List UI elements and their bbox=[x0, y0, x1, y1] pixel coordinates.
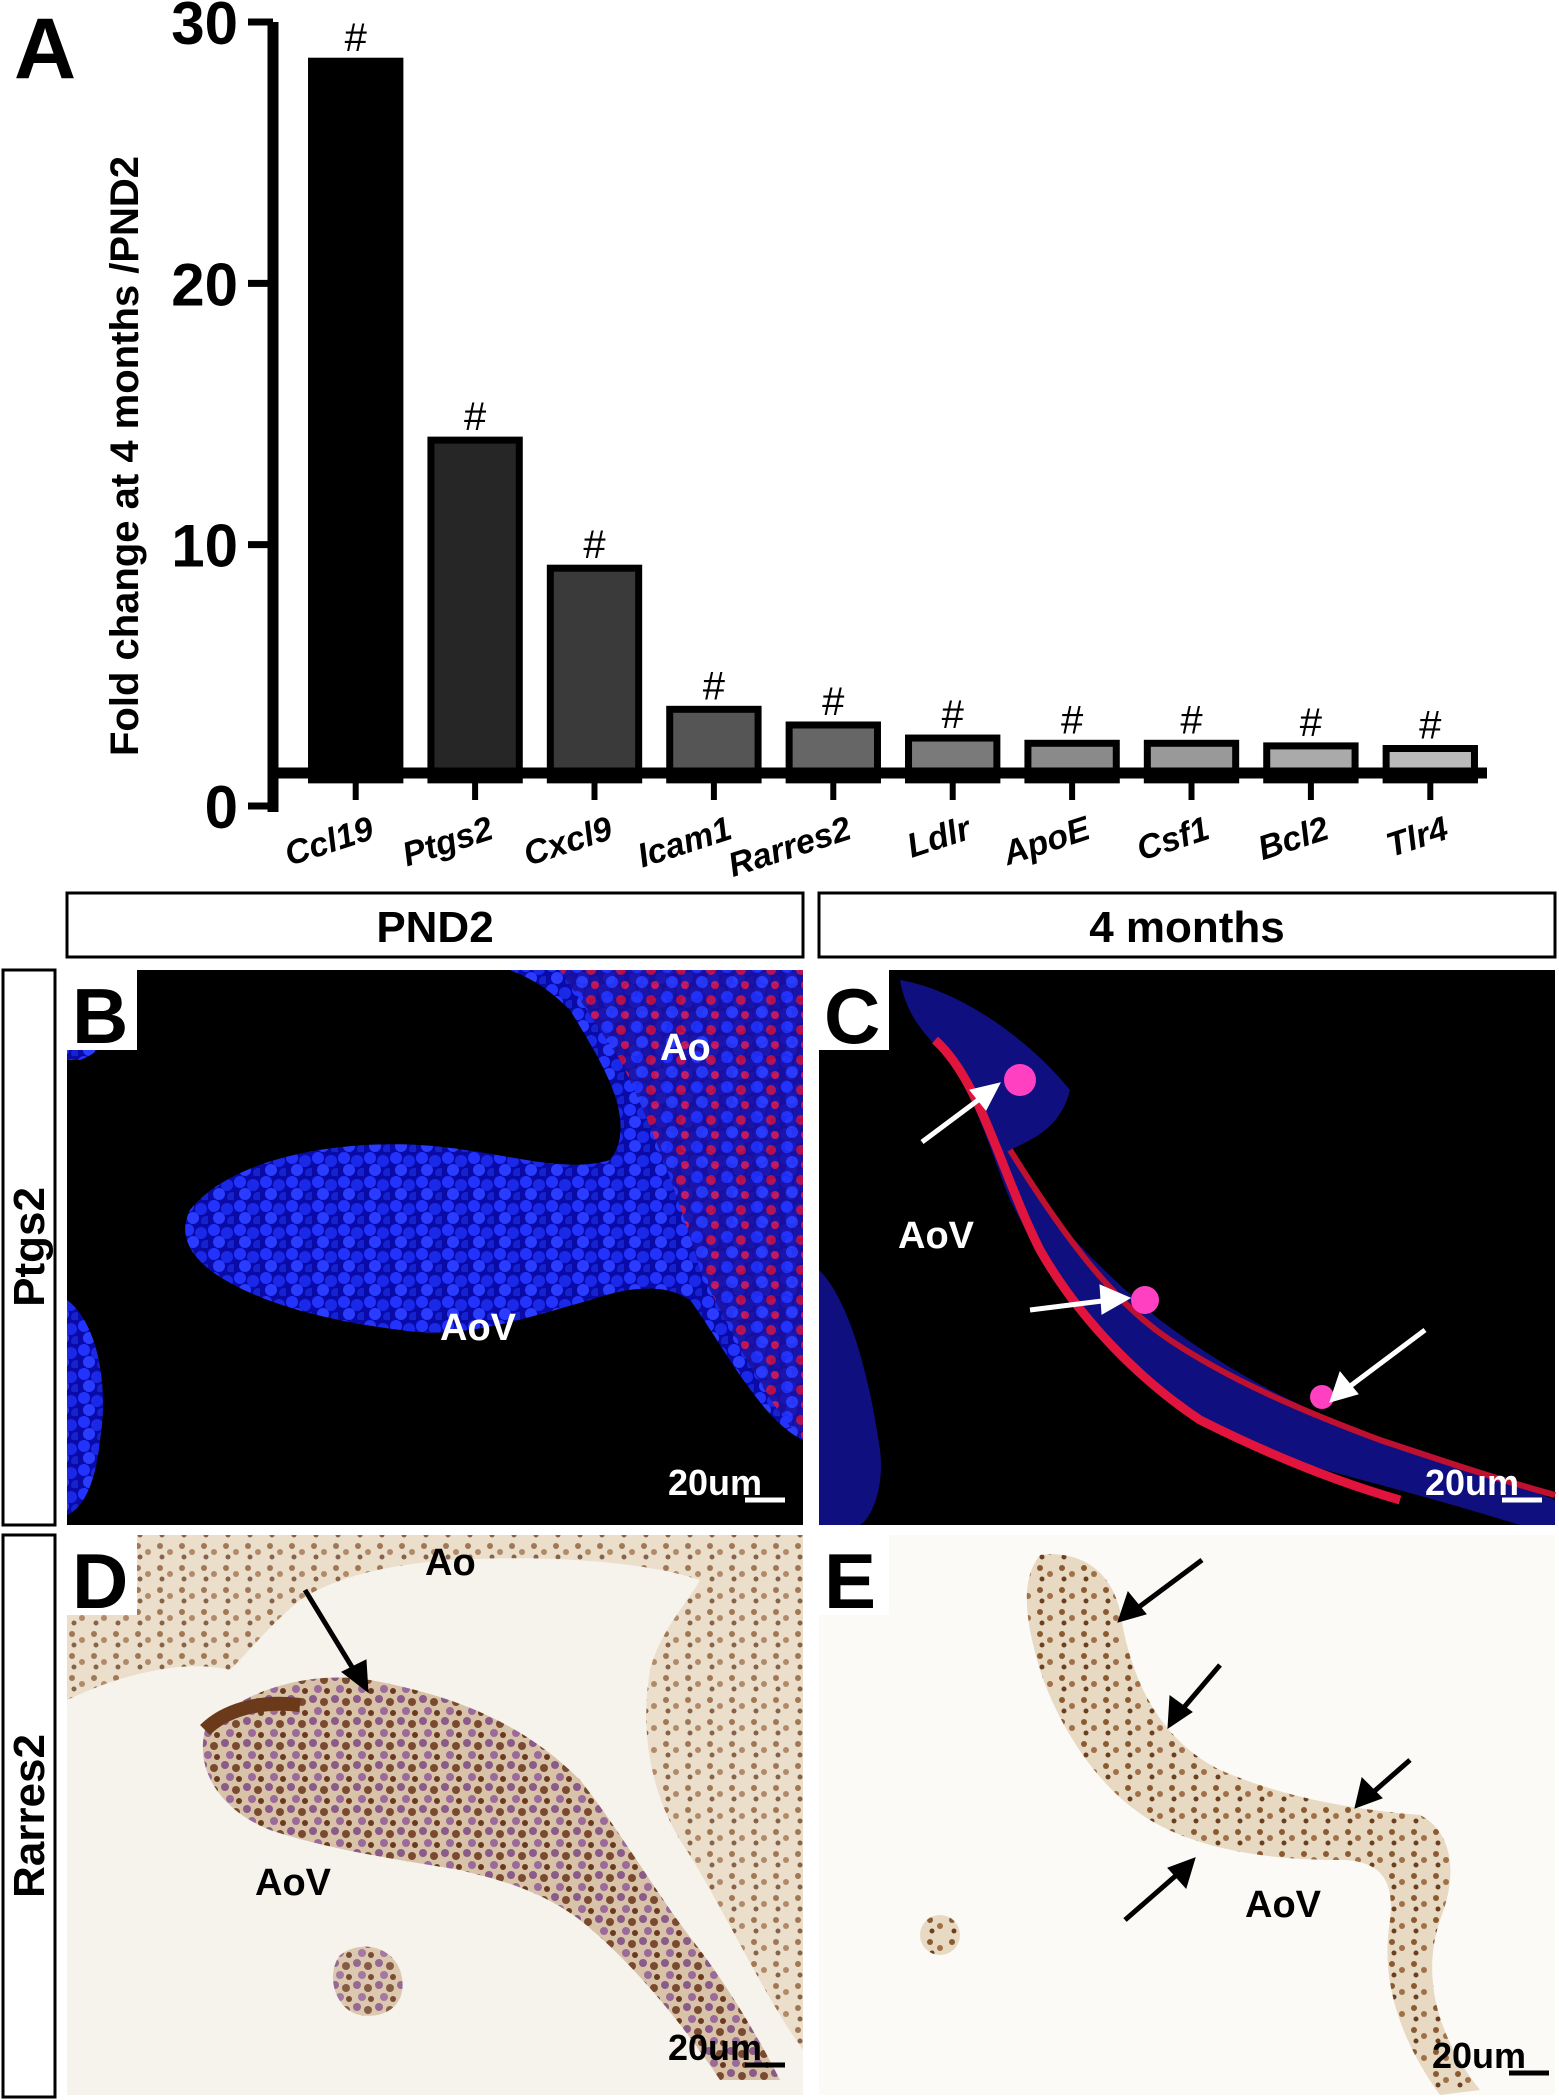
bar-ccl19 bbox=[308, 57, 404, 784]
bar-annotation: # bbox=[1061, 698, 1084, 742]
micrograph-d-label-aov: AoV bbox=[255, 1862, 332, 1904]
bar-annotation: # bbox=[583, 523, 606, 567]
bar-annotation: # bbox=[345, 16, 368, 60]
y-tick-label: 0 bbox=[205, 774, 238, 841]
micrograph-e-arrows bbox=[1117, 1557, 1412, 1922]
bar-ptgs2 bbox=[427, 436, 523, 784]
bar-chart: A Fold change at 4 months /PND2 0102030 … bbox=[14, 0, 1487, 885]
x-tick-label: Ldlr bbox=[902, 809, 976, 866]
x-tick-label: Csf1 bbox=[1132, 809, 1214, 868]
bar-annotation: # bbox=[942, 693, 965, 737]
bar-annotations: # # # # # # # # # # bbox=[345, 16, 1443, 747]
bar-annotation: # bbox=[703, 664, 726, 708]
row-label-top: Ptgs2 bbox=[1, 968, 57, 1527]
micrograph-b-label-ao: Ao bbox=[660, 1027, 711, 1069]
bar-annotation: # bbox=[1419, 704, 1442, 748]
micrograph-b-label-aov: AoV bbox=[440, 1307, 517, 1349]
column-header-right: 4 months bbox=[817, 891, 1557, 959]
column-header-right-text: 4 months bbox=[1089, 903, 1285, 952]
bar-annotation: # bbox=[1300, 701, 1323, 745]
micrograph-d-scale-bar-label: 20um bbox=[668, 2027, 762, 2068]
micrograph-c: C AoV 20um bbox=[819, 970, 1556, 1525]
micrograph-c-scale-bar-label: 20um bbox=[1425, 1462, 1519, 1503]
panel-label-a: A bbox=[14, 1, 76, 97]
panel-label-c: C bbox=[824, 972, 880, 1060]
row-label-top-text: Ptgs2 bbox=[5, 1187, 54, 1307]
bar-annotation: # bbox=[464, 395, 487, 439]
micrograph-d-arrows bbox=[302, 1588, 369, 1694]
x-tick-label: Cxcl9 bbox=[519, 809, 617, 873]
y-axis-ticks: 0 10 20 30 bbox=[171, 0, 273, 841]
row-label-bottom: Rarres2 bbox=[1, 1533, 57, 2099]
panel-label-b: B bbox=[72, 972, 128, 1060]
x-tick-label: Tlr4 bbox=[1382, 809, 1453, 864]
y-axis-label: Fold change at 4 months /PND2 bbox=[103, 156, 147, 756]
x-tick-label: Bcl2 bbox=[1253, 809, 1333, 867]
panel-label-d: D bbox=[72, 1537, 128, 1625]
micrograph-c-arrows bbox=[920, 1082, 1427, 1403]
micrograph-e: E AoV 20um bbox=[819, 1535, 1555, 2095]
bar-annotation: # bbox=[1180, 698, 1203, 742]
panel-label-e: E bbox=[824, 1537, 876, 1625]
y-tick-label: 20 bbox=[171, 251, 238, 318]
column-header-left-text: PND2 bbox=[376, 903, 493, 952]
y-tick-label: 30 bbox=[171, 0, 238, 57]
bar-cxcl9 bbox=[546, 564, 643, 784]
micrograph-d: D Ao AoV 20um bbox=[67, 1535, 803, 2095]
micrograph-b-scale-bar-label: 20um bbox=[668, 1462, 762, 1503]
x-tick-label: Rarres2 bbox=[724, 809, 856, 884]
bar-annotation: # bbox=[822, 680, 845, 724]
x-tick-label: Ptgs2 bbox=[398, 809, 498, 874]
micrograph-b: B Ao AoV 20um bbox=[67, 970, 803, 1525]
x-tick-label: Icam1 bbox=[633, 809, 736, 875]
micrograph-d-label-ao: Ao bbox=[425, 1542, 476, 1584]
x-tick-label: ApoE bbox=[997, 809, 1095, 873]
column-header-left: PND2 bbox=[65, 891, 805, 959]
micrograph-e-label-aov: AoV bbox=[1245, 1884, 1322, 1926]
x-tick-label: Ccl19 bbox=[280, 809, 378, 873]
micrograph-e-scale-bar-label: 20um bbox=[1432, 2035, 1526, 2076]
row-label-bottom-text: Rarres2 bbox=[5, 1734, 54, 1898]
y-tick-label: 10 bbox=[171, 513, 238, 580]
micrograph-c-label-aov: AoV bbox=[898, 1215, 975, 1257]
